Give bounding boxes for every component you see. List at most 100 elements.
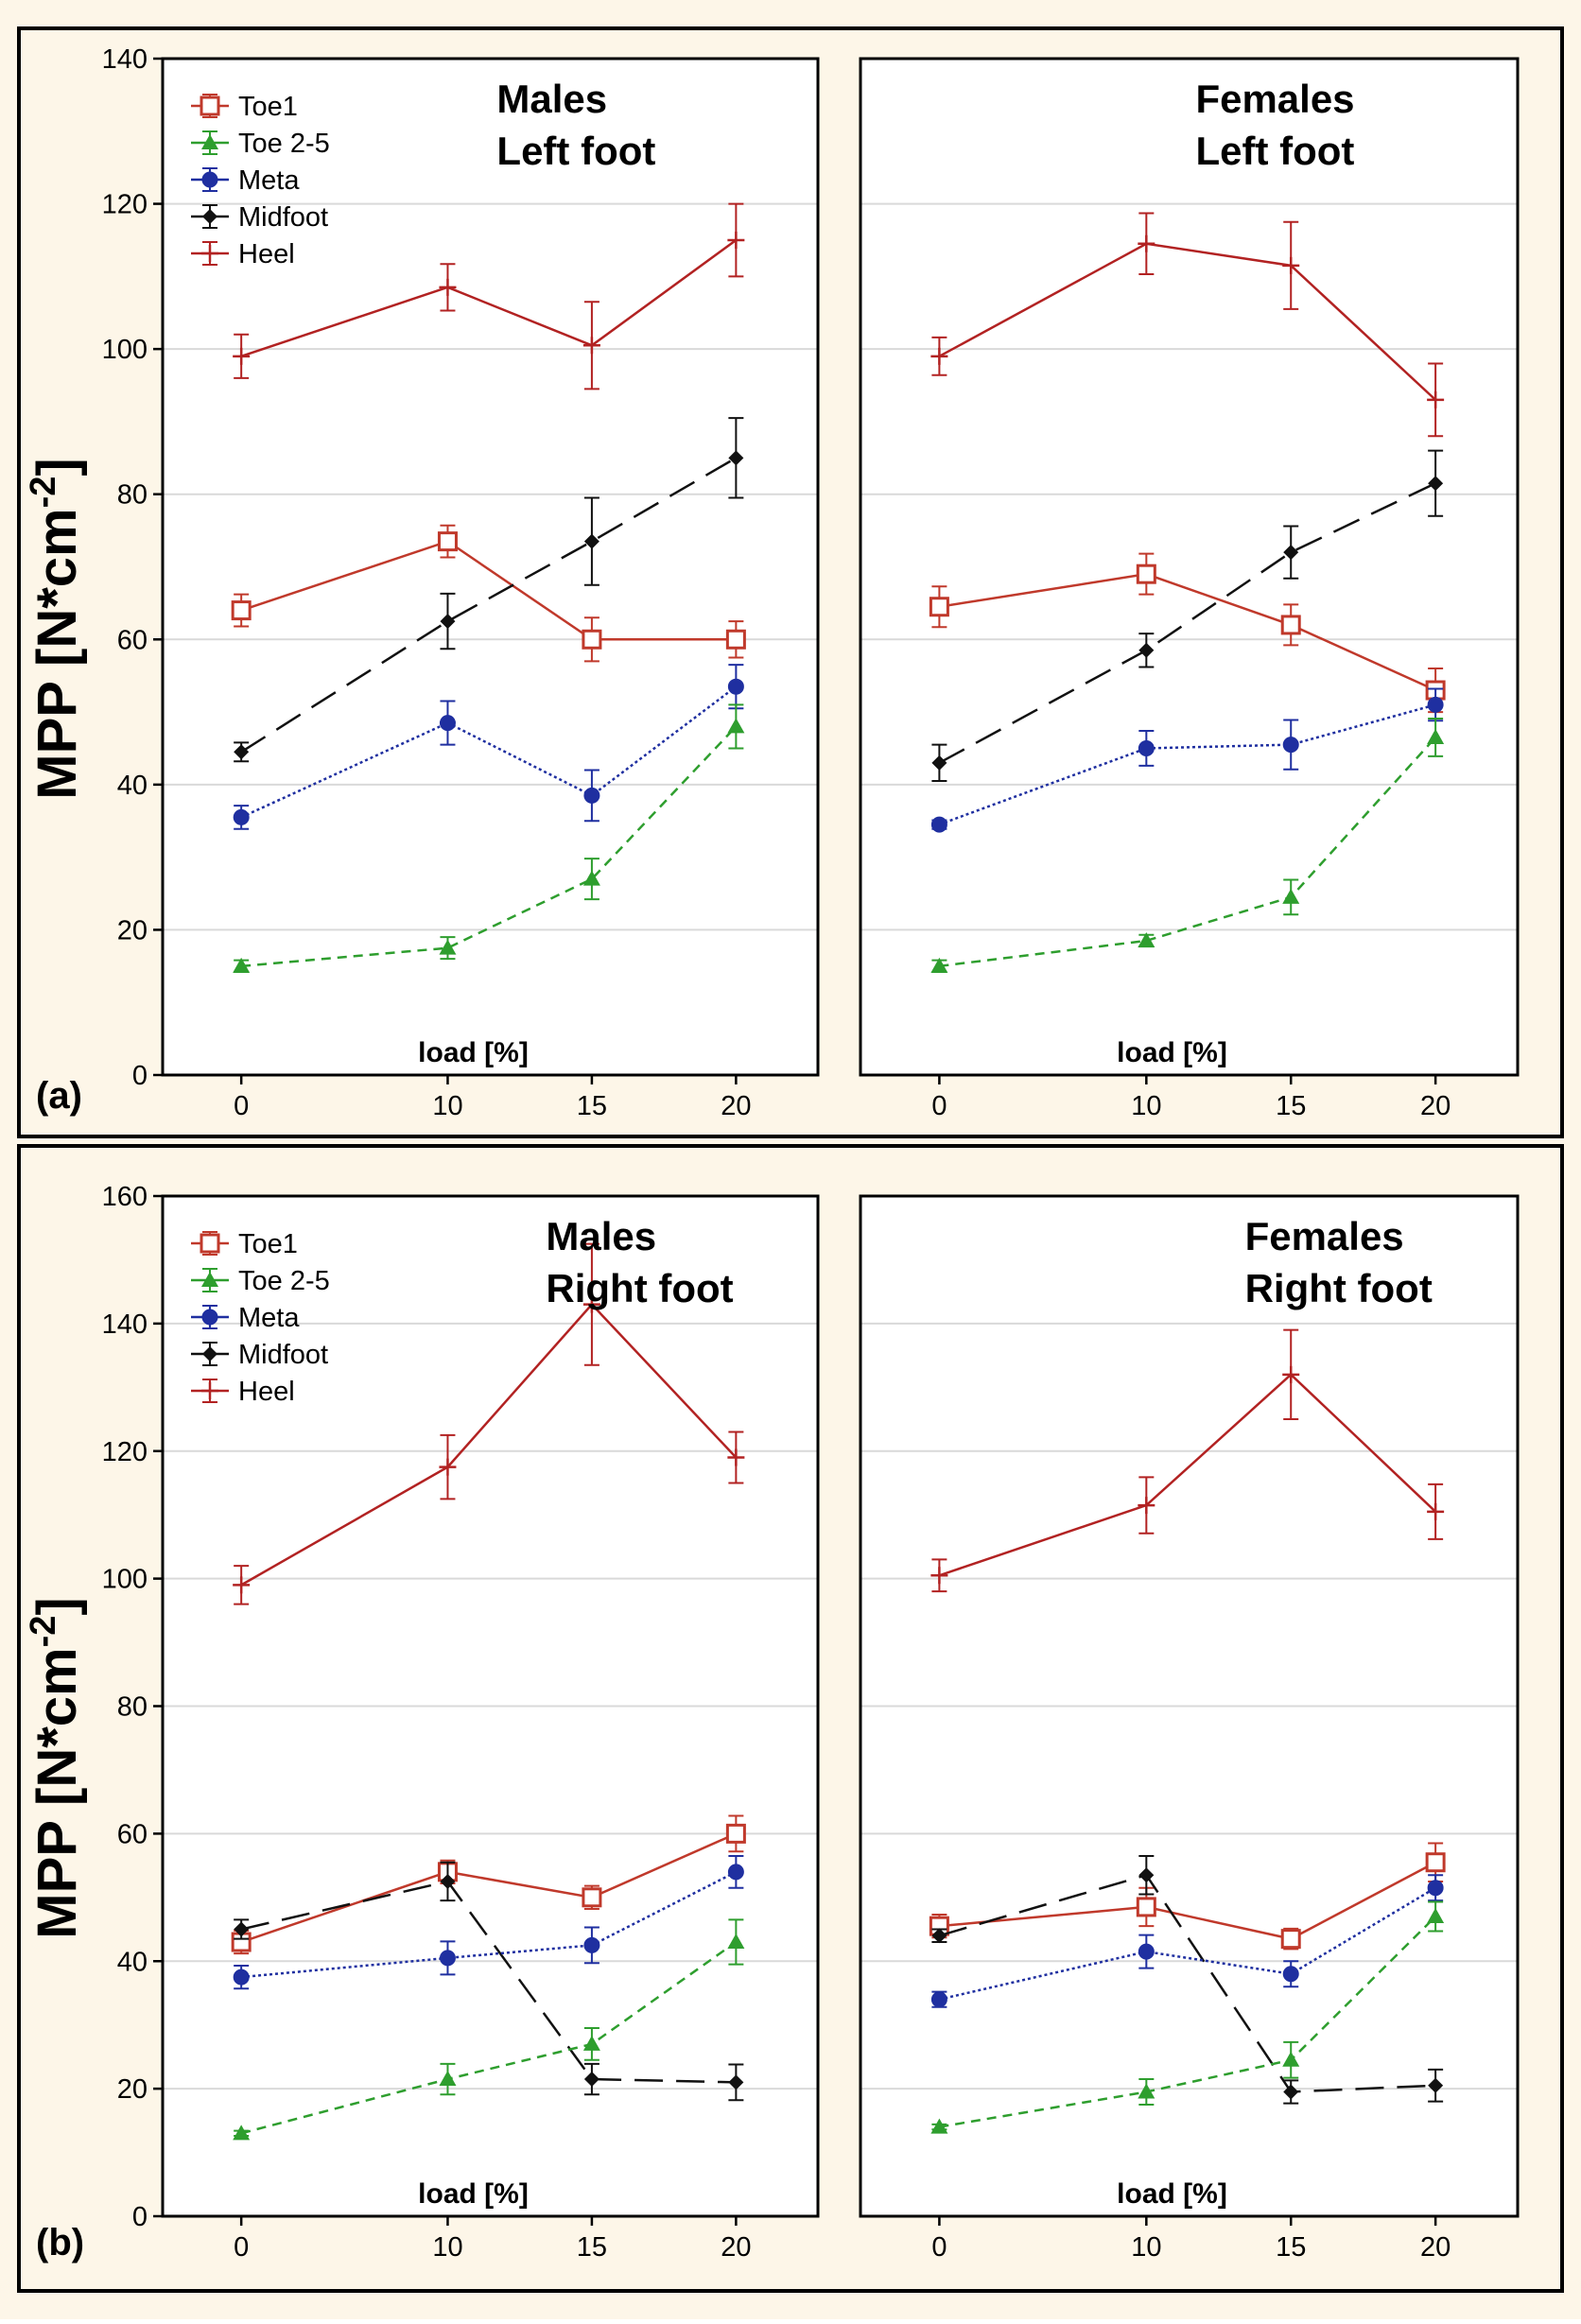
chart-2-line-toe1 (240, 1832, 737, 1944)
chart-1-xtick-label: 20 (1420, 1091, 1451, 1121)
chart-0-ytick-label: 20 (117, 915, 148, 945)
chart-2-ytick-label: 120 (102, 1437, 148, 1467)
chart-3-title-line: Right foot (1245, 1266, 1433, 1310)
chart-2-ytick-label: 80 (117, 1692, 148, 1723)
chart-0-ytick-label: 100 (102, 335, 148, 365)
chart-0-series-midfoot (234, 417, 744, 763)
chart-1-point (1138, 931, 1155, 947)
chart-0-ytick-label: 40 (117, 771, 148, 801)
chart-0-xtick-label: 15 (577, 1091, 607, 1121)
chart-1-point (1427, 696, 1444, 713)
chart-3-title-line: Females (1245, 1214, 1404, 1258)
chart-1-title-line: Females (1195, 77, 1354, 121)
chart-1-xtick-label: 0 (931, 1091, 947, 1121)
chart-0-xtick-label: 10 (432, 1091, 462, 1121)
chart-0-line-heel (240, 238, 738, 358)
chart-1-series-midfoot (931, 449, 1444, 783)
chart-0-line-meta (240, 685, 738, 819)
chart-2-xlabel: load [%] (418, 2178, 529, 2210)
chart-2-legend-marker (200, 1233, 220, 1254)
chart-0-point (582, 870, 600, 886)
section-frame-a (17, 26, 1564, 1138)
chart-2-point (727, 1448, 745, 1466)
chart-2-ytick-label: 60 (117, 1819, 148, 1849)
chart-2-series-midfoot (234, 1861, 744, 2102)
chart-0-legend-label: Heel (238, 239, 295, 269)
chart-2-ytick-label: 20 (117, 2074, 148, 2105)
chart-2-legend-marker (201, 1382, 218, 1399)
chart-1-series-heel (930, 212, 1445, 438)
chart-0-legend-entry: Toe 2-5 (191, 129, 330, 159)
chart-3-group: 0 10 15 20 load [%] Females Right foot (859, 1194, 1520, 2263)
chart-2-legend-label: Heel (238, 1377, 295, 1407)
chart-1-point (1136, 564, 1156, 584)
chart-1-point (1280, 615, 1301, 635)
chart-3-series-midfoot (931, 1854, 1444, 2105)
chart-2-legend-marker (201, 1272, 218, 1287)
chart-3-point (1282, 1966, 1299, 1983)
chart-3-point (1282, 1365, 1300, 1383)
chart-1-point (1427, 728, 1445, 744)
chart-1-point (1282, 737, 1299, 754)
chart-2-legend-marker (201, 1309, 218, 1326)
chart-2-point (728, 2074, 744, 2090)
chart-0-line-toe1 (240, 540, 737, 641)
chart-0-point (231, 600, 252, 621)
chart-1-point (1283, 545, 1299, 561)
chart-3-point (1427, 1502, 1445, 1520)
chart-3-xtick-label: 0 (931, 2232, 947, 2263)
chart-1-point (929, 597, 949, 617)
chart-0-point (728, 450, 744, 466)
chart-1-line-toe1 (939, 572, 1436, 692)
chart-2-point (233, 2125, 251, 2141)
chart-3-line-toe1 (939, 1861, 1436, 1940)
chart-0-series-toe1 (231, 524, 746, 663)
chart-0-point (727, 718, 745, 734)
chart-2-legend-entry: Heel (191, 1377, 295, 1407)
ylabel-a: MPP [N*cm-2] (24, 458, 88, 799)
chart-3-line-heel (938, 1373, 1436, 1577)
chart-2-point (727, 1934, 745, 1950)
chart-2-line-heel (240, 1302, 738, 1587)
chart-0-point (725, 629, 746, 650)
chart-2-title-line: Males (546, 1214, 656, 1258)
chart-1-point (931, 754, 947, 771)
chart-3-point (1138, 2083, 1155, 2099)
chart-0-point (727, 231, 745, 249)
chart-0-point (233, 347, 251, 365)
chart-2-point (582, 1887, 602, 1908)
chart-3-line-toe2-5 (939, 1916, 1437, 2128)
chart-3-series-meta (930, 1874, 1444, 2008)
chart-1-point (1138, 234, 1155, 252)
chart-1-series-meta (930, 687, 1444, 833)
chart-0-point (233, 957, 251, 973)
chart-3-point (1138, 1943, 1155, 1960)
chart-0-legend-marker (201, 134, 218, 149)
chart-0-point (439, 939, 457, 955)
chart-2-point (439, 1458, 457, 1476)
chart-1-point (930, 347, 948, 365)
chart-1-point (1138, 642, 1155, 658)
ylabel-b: MPP [N*cm-2] (24, 1597, 88, 1938)
panel-label-b: (b) (36, 2222, 84, 2263)
chart-2-point (582, 2035, 600, 2051)
chart-3-point (1428, 2077, 1444, 2093)
chart-0-point (437, 531, 458, 552)
chart-2-legend-label: Toe1 (238, 1229, 298, 1259)
chart-2-xtick-label: 0 (234, 2232, 249, 2263)
chart-1-point (1427, 390, 1445, 408)
chart-3-series-toe2-5 (930, 1900, 1445, 2134)
chart-2-point (583, 2072, 599, 2088)
chart-3-series-heel (930, 1328, 1445, 1593)
chart-2-point (725, 1823, 746, 1844)
chart-2-ytick-label: 160 (102, 1182, 148, 1212)
chart-1-title-line: Left foot (1195, 129, 1354, 173)
chart-1-xtick-label: 15 (1276, 1091, 1306, 1121)
chart-0-legend-entry: Meta (191, 165, 300, 196)
chart-0-point (727, 678, 744, 695)
chart-1-point (1282, 256, 1300, 274)
chart-1-line-meta (938, 703, 1436, 826)
chart-2-point (583, 1936, 600, 1953)
